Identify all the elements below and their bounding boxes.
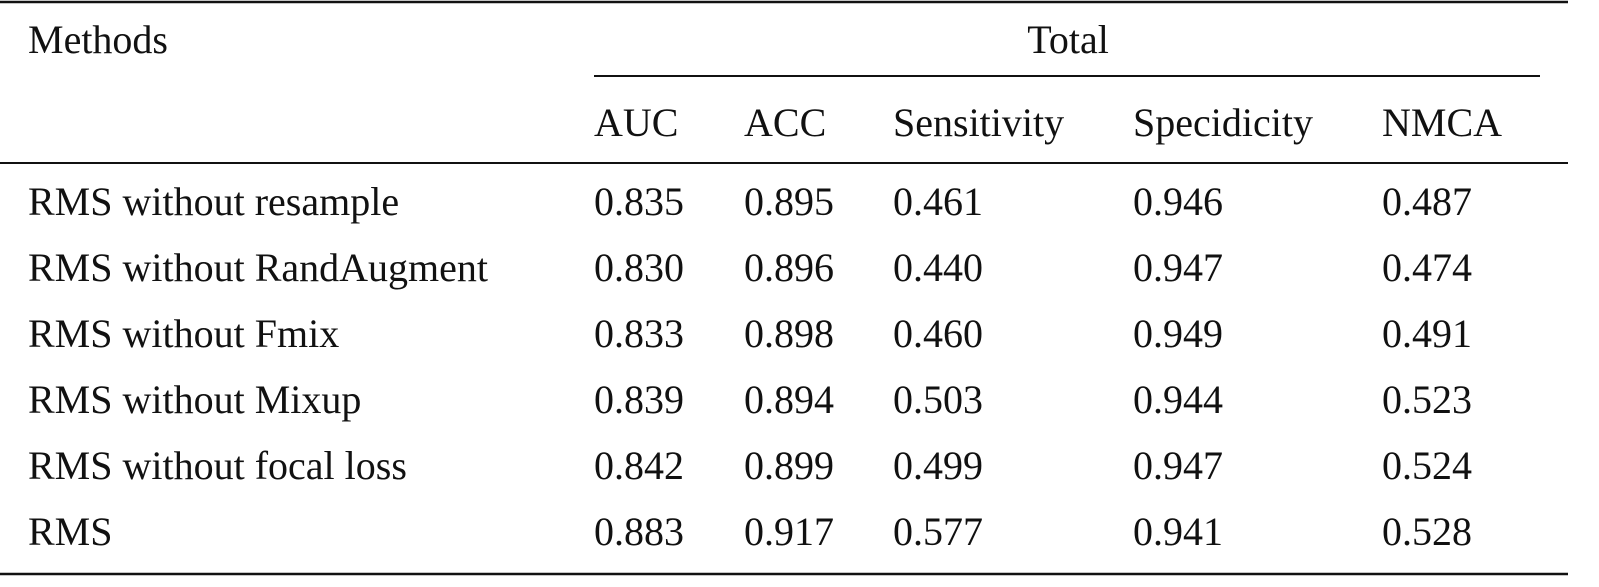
cell: 0.528	[1382, 509, 1472, 554]
cell: 0.577	[893, 509, 983, 554]
cell: 0.487	[1382, 179, 1472, 224]
cell: 0.460	[893, 311, 983, 356]
cell: 0.461	[893, 179, 983, 224]
cell: 0.474	[1382, 245, 1472, 290]
cell: 0.842	[594, 443, 684, 488]
row-label: RMS without focal loss	[28, 443, 407, 488]
cell: 0.524	[1382, 443, 1472, 488]
cell: 0.839	[594, 377, 684, 422]
column-header: NMCA	[1382, 100, 1502, 145]
cell: 0.896	[744, 245, 834, 290]
column-header: Sensitivity	[893, 100, 1064, 145]
cell: 0.499	[893, 443, 983, 488]
cell: 0.830	[594, 245, 684, 290]
row-label: RMS without Fmix	[28, 311, 339, 356]
cell: 0.835	[594, 179, 684, 224]
cell: 0.833	[594, 311, 684, 356]
row-label: RMS	[28, 509, 113, 554]
cell: 0.440	[893, 245, 983, 290]
row-label: RMS without RandAugment	[28, 245, 488, 290]
row-label: RMS without resample	[28, 179, 399, 224]
cell: 0.944	[1133, 377, 1223, 422]
row-label: RMS without Mixup	[28, 377, 361, 422]
cell: 0.523	[1382, 377, 1472, 422]
cell: 0.491	[1382, 311, 1472, 356]
cell: 0.917	[744, 509, 834, 554]
column-header: ACC	[744, 100, 826, 145]
column-header: AUC	[594, 100, 678, 145]
cell: 0.503	[893, 377, 983, 422]
cell: 0.949	[1133, 311, 1223, 356]
group-header: Total	[1027, 17, 1109, 62]
cell: 0.899	[744, 443, 834, 488]
cell: 0.947	[1133, 245, 1223, 290]
cell: 0.883	[594, 509, 684, 554]
methods-header: Methods	[28, 17, 168, 62]
cell: 0.947	[1133, 443, 1223, 488]
cell: 0.894	[744, 377, 834, 422]
cell: 0.941	[1133, 509, 1223, 554]
column-header: Specidicity	[1133, 100, 1313, 145]
cell: 0.895	[744, 179, 834, 224]
cell: 0.946	[1133, 179, 1223, 224]
cell: 0.898	[744, 311, 834, 356]
